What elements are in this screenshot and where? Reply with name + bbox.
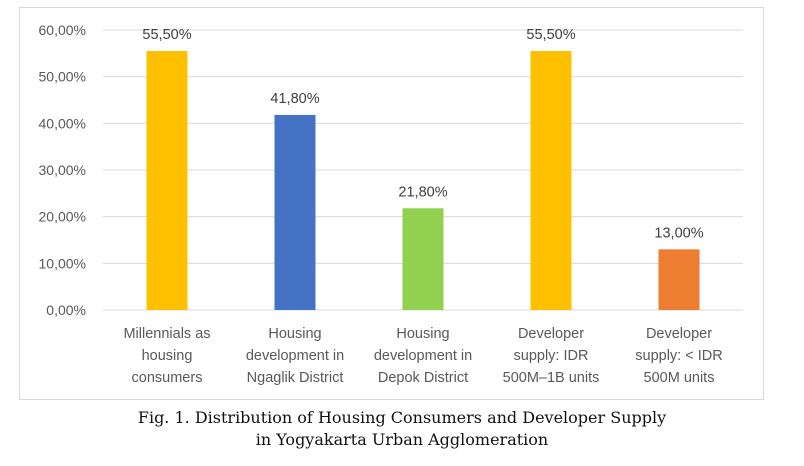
data-label: 55,50% [526, 27, 575, 43]
category-label: consumers [132, 370, 203, 386]
bar [146, 51, 188, 310]
category-label: Millennials as [123, 326, 210, 342]
y-tick-label: 10,00% [39, 255, 86, 271]
y-tick-label: 0,00% [46, 302, 86, 318]
bar [530, 51, 572, 310]
bar [658, 249, 700, 310]
category-label: housing [142, 348, 193, 364]
category-label: supply: < IDR [635, 348, 722, 364]
category-label: Housing [268, 326, 321, 342]
bar-chart: 0,00% 10,00% 20,00% 30,00% 40,00% 50,00% 60,00… [39, 22, 743, 386]
category-label: development in [374, 348, 472, 364]
category-label: development in [246, 348, 344, 364]
bar [402, 208, 444, 310]
category-label: Ngaglik District [247, 370, 344, 386]
figure-caption-line-2: in Yogyakarta Urban Agglomeration [255, 430, 549, 449]
category-label: Developer [646, 326, 712, 342]
category-label: 500M units [644, 370, 715, 386]
y-tick-label: 40,00% [39, 115, 86, 131]
category-label: Depok District [378, 370, 468, 386]
category-label: 500M–1B units [503, 370, 600, 386]
data-label: 41,80% [270, 91, 319, 107]
category-label: supply: IDR [514, 348, 589, 364]
bar [274, 114, 316, 310]
y-tick-label: 50,00% [39, 69, 86, 85]
data-label: 21,80% [398, 184, 447, 200]
figure-caption-line-1: Fig. 1. Distribution of Housing Consumer… [137, 408, 667, 427]
category-label: Housing [396, 326, 449, 342]
category-label: Developer [518, 326, 584, 342]
y-tick-label: 30,00% [39, 162, 86, 178]
y-tick-label: 20,00% [39, 209, 86, 225]
y-tick-label: 60,00% [39, 22, 86, 38]
data-label: 55,50% [142, 27, 191, 43]
chart-frame [19, 7, 764, 400]
data-label: 13,00% [654, 225, 703, 241]
